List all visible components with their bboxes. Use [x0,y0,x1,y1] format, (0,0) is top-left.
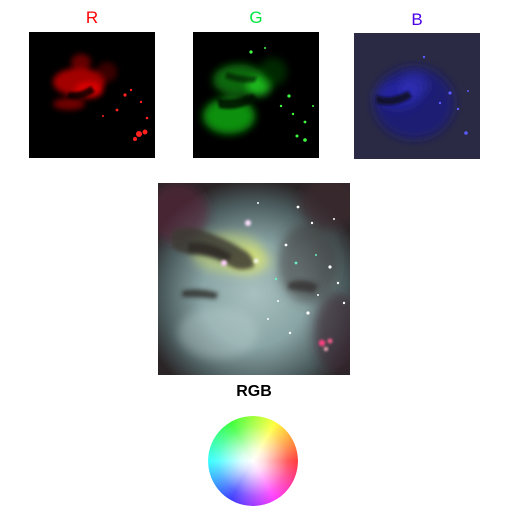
color-wheel-icon [208,416,298,506]
color-wheel-center [208,416,298,506]
green-channel-image [193,32,319,158]
green-channel-label: G [249,8,263,27]
rgb-composite-label: RGB [236,383,272,400]
red-channel-image [29,32,155,158]
rgb-composite-image [158,183,350,375]
blue-channel-label: B [411,10,423,29]
red-channel-label: R [85,8,99,27]
blue-channel-image [354,33,480,159]
